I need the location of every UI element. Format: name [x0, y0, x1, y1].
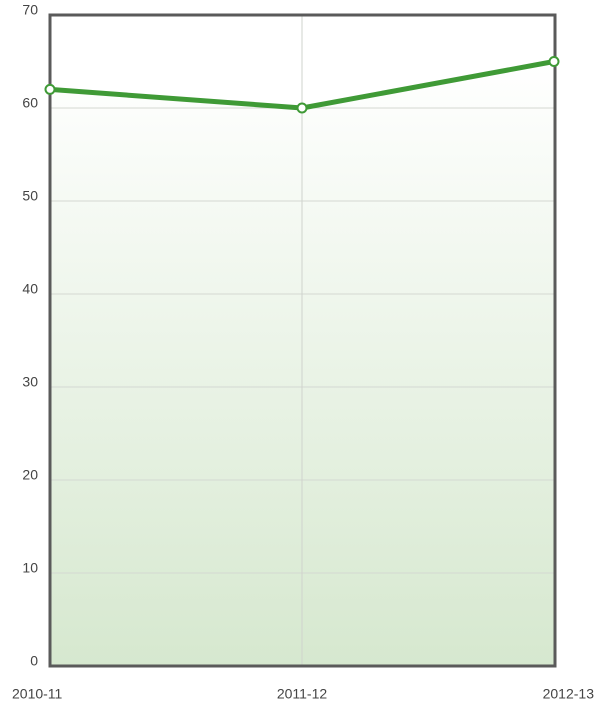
point	[44, 83, 56, 95]
text-layer: 0 10 20 30 40 50 60 70 2010-11 2011-12 2012-13	[12, 2, 594, 702]
x-tick-label: 2011-12	[277, 686, 328, 702]
line-layer	[44, 56, 560, 114]
y-tick-label: 10	[22, 560, 38, 576]
y-tick-label: 70	[22, 2, 38, 18]
y-tick-label: 30	[22, 374, 38, 390]
y-tick-label: 0	[30, 653, 38, 669]
point	[296, 102, 308, 114]
y-tick-label: 50	[22, 188, 38, 204]
x-tick-label: 2012-13	[543, 686, 595, 702]
point	[548, 56, 560, 67]
y-tick-label: 20	[22, 467, 38, 483]
plot-frame	[48, 13, 557, 668]
y-tick-label: 40	[22, 281, 38, 297]
y-tick-label: 60	[22, 95, 38, 111]
x-tick-label: 2010-11	[12, 686, 63, 702]
